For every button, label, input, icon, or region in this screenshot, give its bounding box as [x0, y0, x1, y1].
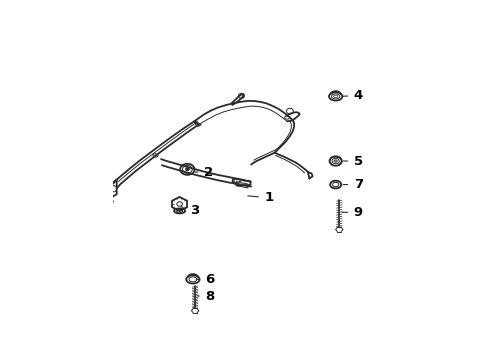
Text: 5: 5 — [354, 154, 363, 167]
Text: 3: 3 — [190, 204, 199, 217]
Ellipse shape — [334, 160, 337, 162]
Text: 9: 9 — [354, 206, 363, 219]
Text: 6: 6 — [205, 273, 215, 286]
Text: 8: 8 — [205, 289, 215, 302]
Text: 7: 7 — [354, 178, 363, 191]
Text: 1: 1 — [265, 190, 273, 203]
Ellipse shape — [185, 168, 189, 171]
Text: 2: 2 — [204, 166, 213, 179]
Text: 4: 4 — [354, 89, 363, 102]
